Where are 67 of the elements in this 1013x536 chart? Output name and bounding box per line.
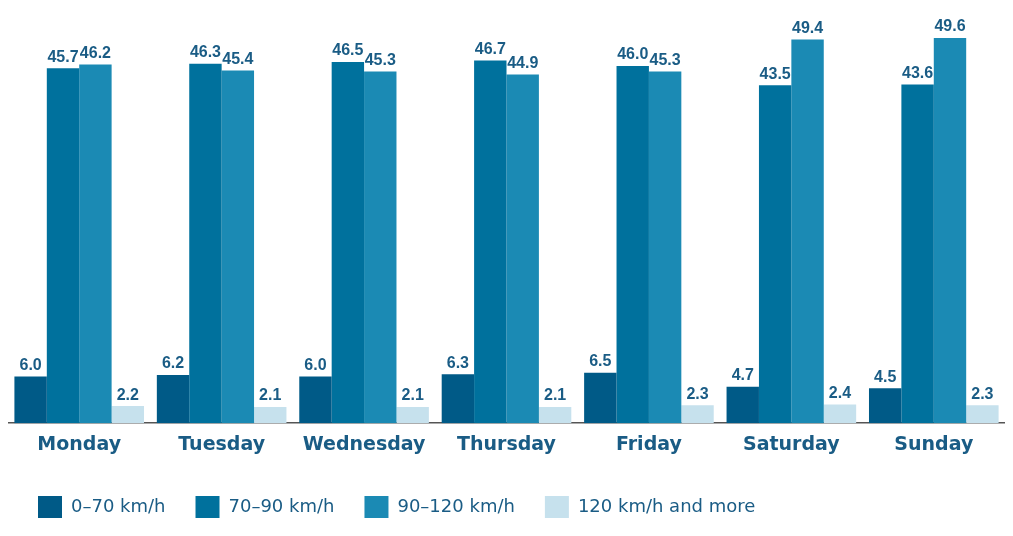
data-label: 6.0 xyxy=(19,356,42,374)
bar xyxy=(441,374,475,424)
bar xyxy=(221,70,255,424)
data-label: 4.7 xyxy=(731,366,754,384)
data-label: 46.2 xyxy=(79,43,112,61)
bar xyxy=(189,63,222,424)
data-label: 46.5 xyxy=(332,41,364,59)
data-label: 43.5 xyxy=(759,64,791,82)
data-label: 6.3 xyxy=(446,353,470,371)
bar xyxy=(868,388,902,424)
data-label: 2.3 xyxy=(971,384,994,402)
data-label: 2.1 xyxy=(401,386,424,404)
bar xyxy=(364,71,397,424)
x-tick-label: Tuesday xyxy=(178,431,266,454)
bar xyxy=(299,376,332,424)
data-label: 2.3 xyxy=(686,384,709,402)
data-label: 45.7 xyxy=(47,47,79,65)
data-label: 49.6 xyxy=(934,17,966,35)
bar xyxy=(681,405,714,424)
data-label: 46.7 xyxy=(474,39,506,57)
x-tick-label: Thursday xyxy=(457,431,557,454)
data-label: 2.1 xyxy=(543,386,567,404)
x-tick-label: Saturday xyxy=(743,431,841,454)
bar xyxy=(791,39,824,424)
x-tick-label: Sunday xyxy=(894,431,974,454)
data-label: 49.4 xyxy=(791,18,824,36)
bar xyxy=(79,64,112,424)
data-label: 45.4 xyxy=(222,50,254,68)
bar xyxy=(111,406,145,424)
x-tick-label: Wednesday xyxy=(302,431,427,454)
bar xyxy=(648,71,682,424)
bar xyxy=(506,74,539,424)
legend-label: 70–90 km/h xyxy=(228,494,335,516)
bar xyxy=(331,62,365,424)
legend-label: 0–70 km/h xyxy=(71,494,166,516)
data-label: 6.2 xyxy=(161,354,185,372)
bar xyxy=(901,84,934,424)
bar xyxy=(474,60,507,424)
bar xyxy=(254,406,287,424)
bar xyxy=(758,85,792,424)
data-label: 43.6 xyxy=(902,64,934,81)
bar xyxy=(966,405,999,424)
data-label: 45.3 xyxy=(649,50,681,68)
bar xyxy=(46,68,80,424)
data-label: 46.0 xyxy=(617,45,649,63)
bar xyxy=(156,375,190,424)
bar xyxy=(726,386,759,424)
data-label: 46.3 xyxy=(189,43,222,61)
x-tick-label: Friday xyxy=(615,431,683,454)
data-label: 4.5 xyxy=(874,367,897,385)
bar xyxy=(616,65,649,424)
legend-label: 120 km/h and more xyxy=(577,494,756,516)
bar xyxy=(584,372,617,424)
bar xyxy=(933,38,967,424)
data-label: 6.5 xyxy=(589,352,612,370)
data-label: 2.2 xyxy=(116,385,140,403)
data-label: 45.3 xyxy=(364,50,396,68)
data-label: 44.9 xyxy=(507,53,539,71)
bar xyxy=(538,406,572,424)
x-tick-label: Monday xyxy=(37,431,122,454)
legend-label: 90–120 km/h xyxy=(397,494,515,516)
bar xyxy=(823,404,857,424)
bar xyxy=(14,376,47,424)
data-label: 2.1 xyxy=(259,386,282,404)
bar xyxy=(396,406,429,424)
data-label: 2.4 xyxy=(828,383,852,401)
data-label: 6.0 xyxy=(304,356,327,374)
